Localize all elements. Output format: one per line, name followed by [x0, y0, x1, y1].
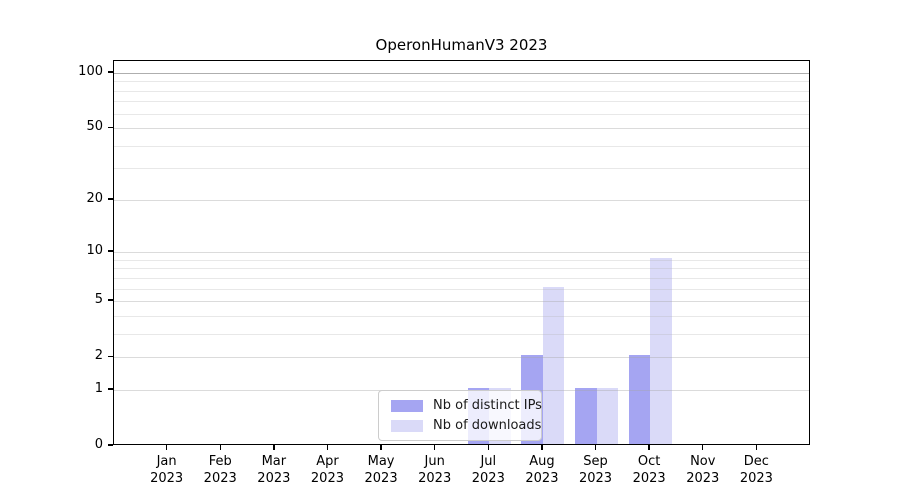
y-tick-label: 5 [94, 292, 103, 308]
gridline-minor [114, 277, 809, 279]
x-tick-mark [648, 445, 650, 450]
y-tick-label: 0 [94, 437, 103, 452]
gridline-minor [114, 333, 809, 335]
x-tick-mark [219, 445, 221, 450]
y-tick-label: 10 [86, 243, 103, 259]
x-tick-mark [594, 445, 597, 450]
x-tick-mark [702, 445, 704, 450]
x-tick-mark [433, 445, 436, 450]
y-tick-mark [108, 388, 113, 390]
x-tick-label: Apr 2023 [310, 454, 344, 486]
y-tick-label: 2 [94, 348, 103, 364]
x-tick-label: Jul 2023 [471, 454, 505, 486]
gridline-major [114, 72, 809, 74]
bar-downloads-aug [542, 286, 565, 444]
gridline-minor [114, 81, 809, 83]
gridline-minor [114, 101, 809, 103]
y-tick-mark [108, 198, 113, 200]
y-tick-mark [108, 299, 113, 301]
gridline-major [114, 252, 809, 254]
gridline-major [114, 301, 809, 303]
legend: Nb of distinct IPs Nb of downloads [378, 390, 542, 441]
bar-distinct-ips-oct [628, 355, 651, 444]
y-tick-label: 20 [86, 190, 103, 206]
legend-label: Nb of distinct IPs [433, 398, 542, 413]
legend-label: Nb of downloads [433, 418, 542, 433]
x-tick-mark [165, 445, 168, 450]
x-tick-mark [755, 445, 758, 450]
gridline-minor [114, 259, 809, 261]
gridline-major [114, 128, 809, 130]
y-tick-mark [108, 444, 113, 446]
x-tick-label: Oct 2023 [632, 454, 666, 486]
x-tick-label: Jan 2023 [150, 454, 184, 486]
y-tick-mark [108, 71, 113, 73]
plot-area [113, 60, 810, 445]
gridline-minor [114, 315, 809, 317]
x-tick-label: Sep 2023 [578, 454, 613, 486]
y-tick-label: 50 [86, 119, 103, 135]
x-tick-mark [326, 445, 329, 450]
y-tick-mark [108, 126, 113, 128]
y-tick-label: 1 [94, 380, 103, 396]
gridline-minor [114, 288, 809, 290]
gridline-major [114, 199, 809, 201]
y-tick-label: 100 [78, 63, 103, 79]
gridline-minor [114, 168, 809, 170]
legend-row: Nb of downloads [391, 418, 541, 433]
x-tick-mark [487, 445, 489, 450]
legend-row: Nb of distinct IPs [391, 398, 542, 413]
x-tick-mark [273, 445, 275, 450]
bar-downloads-oct [650, 257, 672, 444]
gridline-minor [114, 90, 809, 92]
gridline-minor [114, 113, 809, 115]
x-tick-mark [380, 445, 382, 450]
legend-swatch-distinct-ips [391, 399, 423, 412]
x-tick-label: Dec 2023 [739, 454, 773, 486]
legend-swatch-downloads [391, 419, 423, 432]
x-tick-label: Feb 2023 [203, 454, 237, 486]
x-tick-label: May 2023 [364, 454, 398, 486]
x-tick-mark [541, 445, 543, 450]
x-tick-label: Aug 2023 [525, 454, 559, 486]
y-tick-mark [108, 250, 113, 252]
gridline-minor [114, 268, 809, 270]
bar-distinct-ips-sep [575, 387, 597, 444]
bar-downloads-sep [596, 387, 619, 444]
chart-title: OperonHumanV3 2023 [375, 36, 548, 54]
y-tick-mark [108, 355, 113, 357]
x-tick-label: Jun 2023 [418, 454, 452, 486]
x-tick-label: Nov 2023 [686, 454, 720, 486]
x-tick-label: Mar 2023 [257, 454, 291, 486]
gridline-minor [114, 145, 809, 147]
gridline-major [114, 357, 809, 359]
